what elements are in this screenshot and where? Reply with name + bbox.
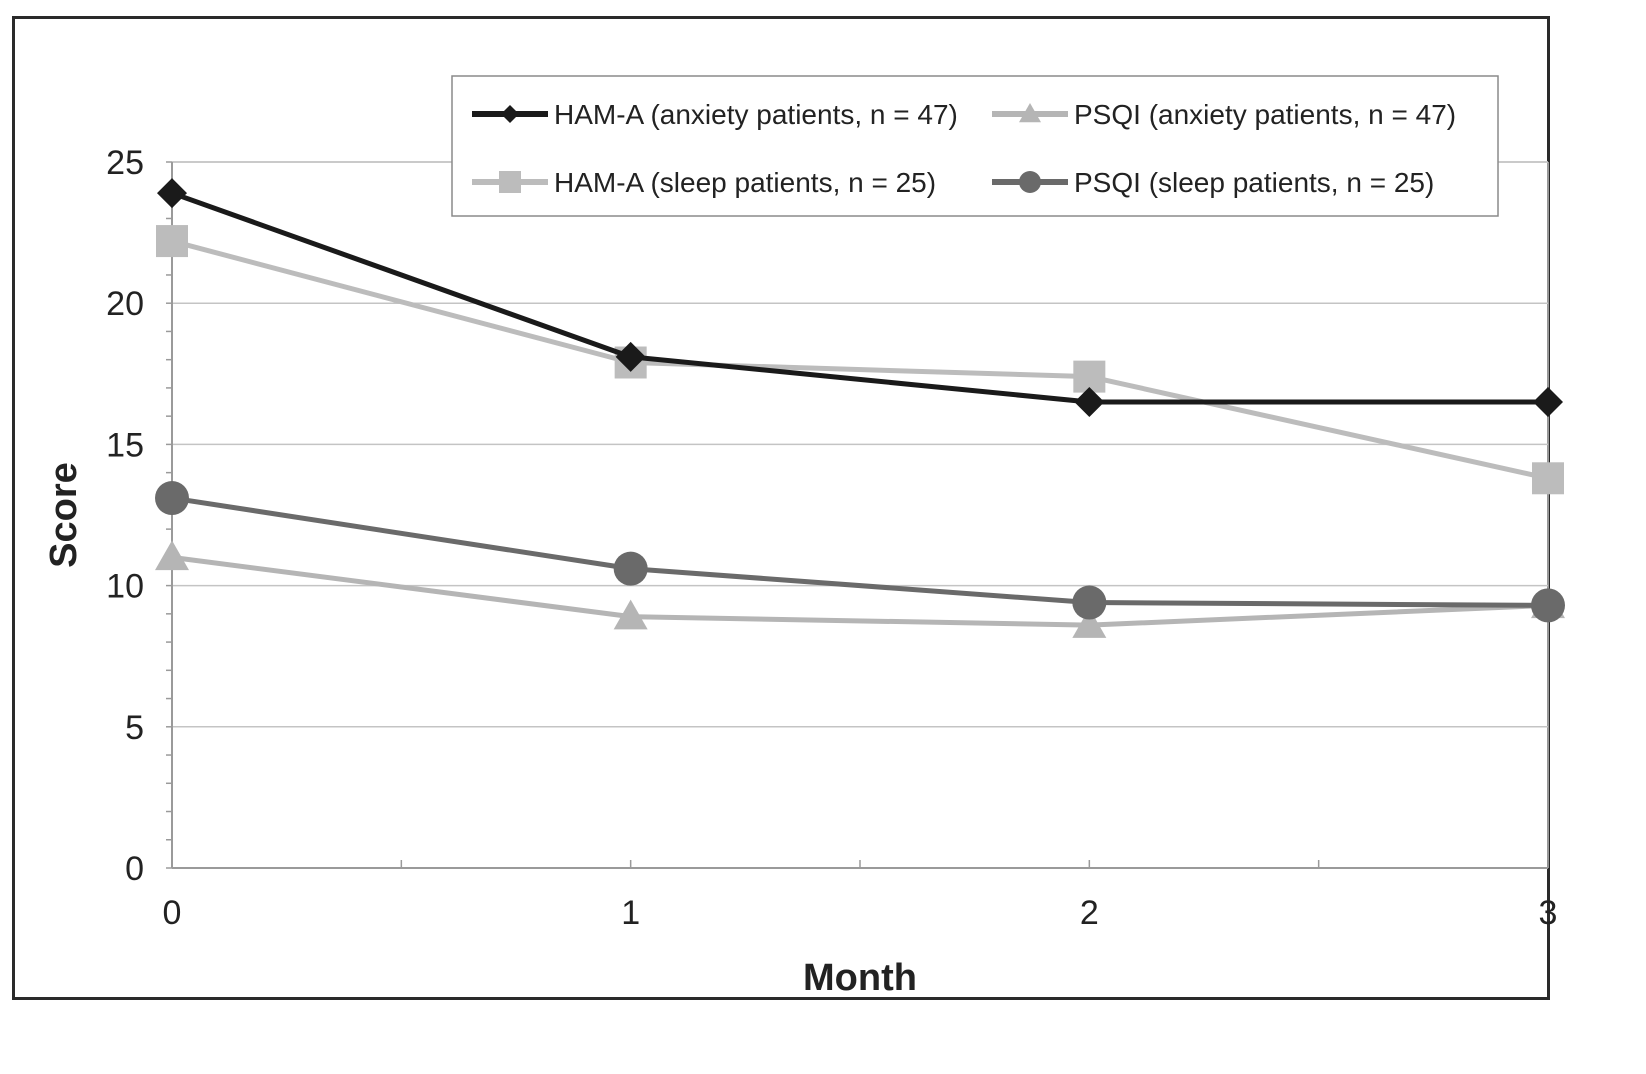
- y-tick-label: 10: [106, 568, 144, 606]
- legend-item: PSQI (sleep patients, n = 25): [992, 167, 1434, 198]
- axes: 0 5 10 15 20 25 0 1 2 3: [106, 144, 1557, 932]
- legend: HAM-A (anxiety patients, n = 47) PSQI (an…: [451, 75, 1499, 217]
- series-line: [171, 495, 1549, 608]
- x-axis-title: Month: [803, 957, 917, 999]
- x-tick-label: 1: [621, 894, 640, 932]
- data-point: [1074, 387, 1105, 418]
- y-tick-label: 15: [106, 426, 144, 464]
- y-tick-label: 0: [125, 850, 144, 888]
- legend-swatch-marker: [1019, 103, 1041, 123]
- legend-swatch-marker: [501, 105, 519, 123]
- x-tick-label: 2: [1080, 894, 1099, 932]
- data-point: [155, 540, 189, 571]
- data-point: [1532, 462, 1564, 495]
- legend-label: PSQI (anxiety patients, n = 47): [1074, 99, 1456, 130]
- data-point: [615, 341, 646, 372]
- series-square: [156, 225, 1564, 495]
- data-point: [1072, 608, 1107, 638]
- data-point: [155, 481, 189, 516]
- y-axis-title: Score: [43, 462, 85, 568]
- legend-swatch-marker: [1019, 171, 1041, 193]
- x-tick-label: 0: [163, 894, 182, 932]
- data-point: [613, 551, 648, 586]
- data-point: [157, 178, 187, 209]
- legend-box: [451, 75, 1499, 217]
- legend-label: PSQI (sleep patients, n = 25): [1074, 167, 1434, 198]
- y-tick-label: 25: [106, 144, 144, 182]
- data-point: [1531, 588, 1565, 623]
- series-diamond: [157, 178, 1563, 418]
- data-point: [156, 225, 188, 258]
- y-tick-label: 5: [125, 709, 144, 747]
- series-line: [171, 238, 1549, 481]
- y-tick-label: 20: [106, 285, 144, 323]
- series-triangle: [155, 540, 1565, 638]
- data-point: [1533, 387, 1563, 418]
- legend-item: HAM-A (anxiety patients, n = 47): [472, 99, 958, 130]
- data-point: [1072, 585, 1107, 620]
- series-line: [171, 190, 1548, 405]
- legend-item: PSQI (anxiety patients, n = 47): [992, 99, 1456, 130]
- series-circle: [155, 481, 1565, 623]
- series-layer: [155, 178, 1565, 638]
- legend-label: HAM-A (sleep patients, n = 25): [554, 167, 936, 198]
- series-line: [171, 554, 1549, 628]
- legend-item: HAM-A (sleep patients, n = 25): [472, 167, 936, 198]
- x-tick-label: 3: [1539, 894, 1558, 932]
- legend-swatch-marker: [499, 171, 521, 193]
- legend-label: HAM-A (anxiety patients, n = 47): [554, 99, 958, 130]
- data-point: [613, 599, 648, 630]
